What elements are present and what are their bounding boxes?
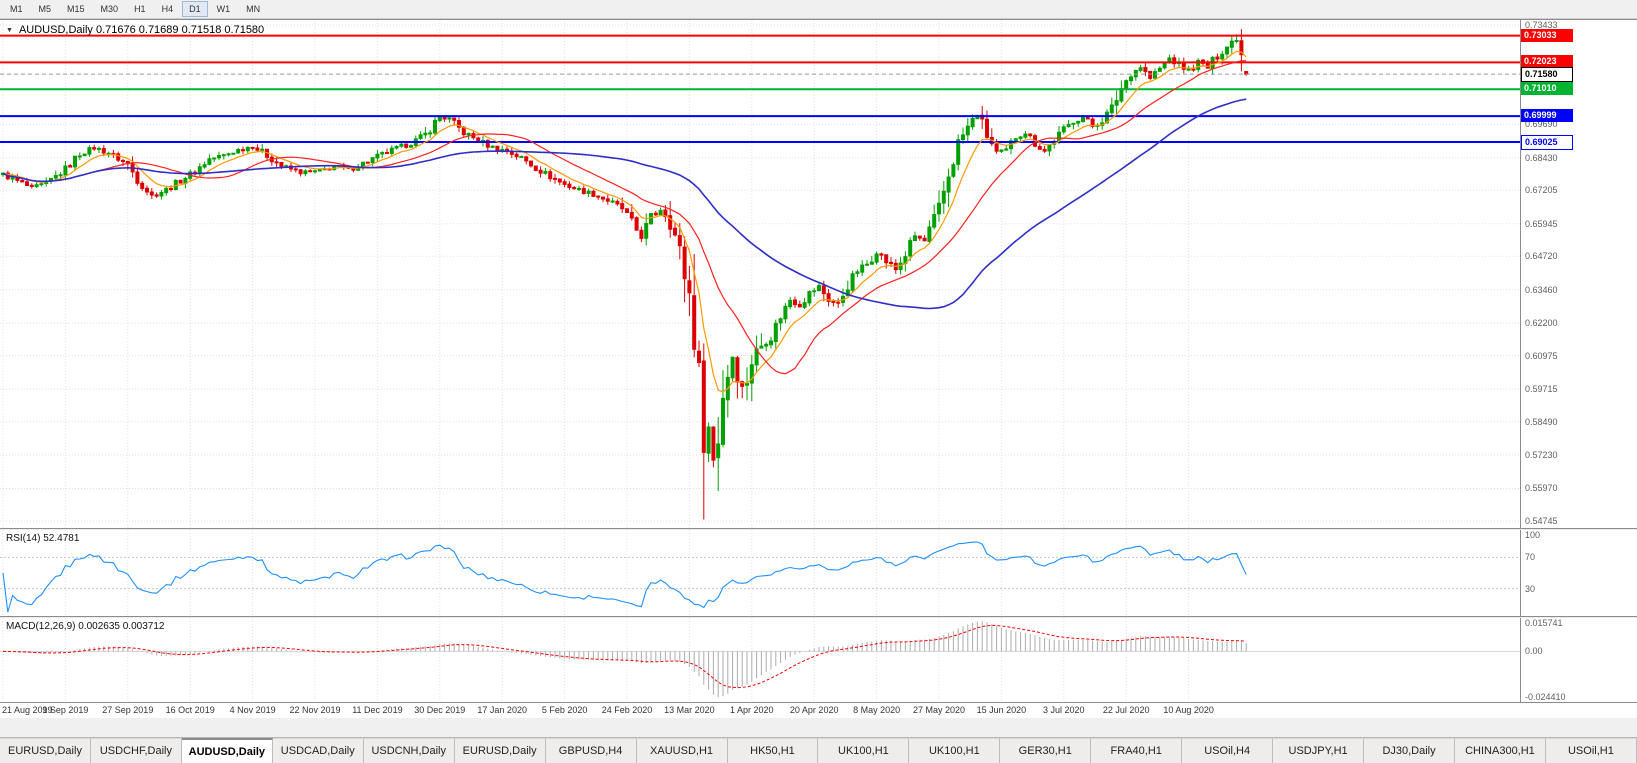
panel-splitter[interactable] (0, 528, 1637, 530)
date-axis[interactable]: 21 Aug 2019 9 Sep 2019 27 Sep 2019 16 Oct 2… (0, 702, 1637, 718)
rsi-axis-label: 100 (1525, 530, 1541, 540)
macd-axis-label: 0.00 (1525, 646, 1543, 657)
rsi-axis[interactable]: 100 70 30 (1520, 530, 1637, 616)
timeframe-button-m1[interactable]: M1 (10, 4, 23, 14)
rsi-label: RSI(14) 52.4781 (6, 533, 80, 544)
timeframe-button-mn[interactable]: MN (246, 4, 261, 14)
date-axis-label: 10 Aug 2020 (1163, 705, 1214, 715)
bottom-spacer (0, 718, 1637, 737)
price-line-label-box: 0.71010 (1521, 82, 1573, 96)
date-axis-label: 15 Jun 2020 (976, 705, 1027, 715)
price-line-label-box: 0.72023 (1521, 55, 1573, 69)
price-line-label-box: 0.69025 (1521, 134, 1573, 150)
macd-label: MACD(12,26,9) 0.002635 0.003712 (6, 621, 165, 632)
date-axis-label: 3 Jul 2020 (1043, 705, 1085, 715)
date-axis-label: 27 Sep 2019 (102, 705, 154, 715)
rsi-axis-label: 70 (1525, 552, 1536, 563)
date-axis-label: 17 Jan 2020 (477, 705, 527, 715)
date-axis-label: 9 Sep 2019 (42, 705, 89, 715)
date-axis-label: 11 Dec 2019 (352, 705, 403, 715)
price-axis-label: 0.55970 (1525, 483, 1558, 494)
rsi-canvas[interactable] (0, 530, 1520, 616)
price-axis[interactable]: 0.73433 0.69690 0.68430 0.67205 0.65945 0.647… (1520, 20, 1637, 528)
current-price-label-box: 0.71580 (1521, 67, 1573, 83)
main-chart-panel: ▼ AUDUSD,Daily 0.71676 0.71689 0.71518 0… (0, 20, 1637, 528)
chart-tab-bar: EURUSD,Daily USDCHF,Daily AUDUSD,Daily USDC… (0, 737, 1637, 763)
date-axis-label: 8 May 2020 (853, 705, 901, 715)
chart-area: ▼ AUDUSD,Daily 0.71676 0.71689 0.71518 0… (0, 19, 1637, 718)
timeframe-button-m5[interactable]: M5 (38, 4, 52, 14)
date-axis-label: 27 May 2020 (912, 705, 966, 715)
chart-tab-audusd-daily[interactable]: AUDUSD,Daily (181, 738, 273, 763)
chart-tab-usdcad-daily[interactable]: USDCAD,Daily (272, 738, 364, 763)
chart-tab-dj30-daily[interactable]: DJ30,Daily (1364, 738, 1455, 763)
macd-panel: MACD(12,26,9) 0.002635 0.003712 0.015741… (0, 618, 1637, 702)
price-axis-label: 0.64720 (1525, 251, 1558, 262)
date-axis-label: 4 Nov 2019 (229, 705, 276, 715)
price-axis-label: 0.69690 (1525, 119, 1558, 130)
chart-tab-usoil-h1[interactable]: USOil,H1 (1545, 738, 1637, 763)
timeframe-button-h4[interactable]: H4 (161, 4, 174, 14)
chart-title: ▼ AUDUSD,Daily 0.71676 0.71689 0.71518 0… (6, 24, 264, 36)
date-axis-label: 21 Aug 2019 (2, 705, 53, 715)
price-axis-label: 0.60975 (1525, 350, 1558, 361)
chart-tab-hk50-h1[interactable]: HK50,H1 (727, 738, 819, 763)
price-axis-label: 0.58490 (1525, 416, 1558, 427)
timeframe-button-w1[interactable]: W1 (216, 4, 231, 14)
panel-splitter[interactable] (0, 616, 1637, 618)
main-chart-canvas[interactable] (0, 20, 1520, 528)
date-axis-label: 5 Feb 2020 (541, 705, 588, 715)
chart-tab-usdcnh-daily[interactable]: USDCNH,Daily (363, 738, 455, 763)
price-line-label-box: 0.73033 (1521, 28, 1573, 42)
timeframe-button-m30[interactable]: M30 (100, 4, 119, 14)
chart-tab-fra40-h1[interactable]: FRA40,H1 (1091, 738, 1183, 763)
macd-axis-label: 0.015741 (1525, 618, 1563, 628)
chart-tab-china300-h1[interactable]: CHINA300,H1 (1455, 738, 1546, 763)
macd-axis-label: -0.024410 (1525, 692, 1566, 702)
date-axis-label: 20 Apr 2020 (789, 705, 839, 715)
price-axis-label: 0.73433 (1525, 19, 1558, 30)
price-axis-label: 0.65945 (1525, 218, 1558, 229)
date-axis-label: 16 Oct 2019 (165, 705, 215, 715)
rsi-panel: RSI(14) 52.4781 100 70 30 (0, 530, 1637, 616)
timeframe-toolbar: M1 M5 M15 M30 H1 H4 D1 W1 MN (0, 0, 1637, 19)
chart-tab-eurusd-daily[interactable]: EURUSD,Daily (0, 738, 91, 763)
date-axis-label: 1 Apr 2020 (730, 705, 774, 715)
chart-tab-ger30-h1[interactable]: GER30,H1 (1000, 738, 1092, 763)
date-axis-label: 22 Nov 2019 (289, 705, 341, 715)
chart-tab-usdchf-daily[interactable]: USDCHF,Daily (90, 738, 182, 763)
chart-title-text: AUDUSD,Daily 0.71676 0.71689 0.71518 0.7… (18, 24, 265, 36)
price-axis-label: 0.57230 (1525, 450, 1558, 460)
chart-tab-uk100-h1[interactable]: UK100,H1 (818, 738, 910, 763)
price-axis-label: 0.67205 (1525, 185, 1558, 196)
price-line-label-box: 0.69999 (1521, 109, 1573, 123)
timeframe-button-d1[interactable]: D1 (182, 1, 208, 17)
price-axis-label: 0.63460 (1525, 284, 1558, 295)
price-axis-label: 0.68430 (1525, 152, 1558, 163)
chart-tab-usdjpy-h1[interactable]: USDJPY,H1 (1273, 738, 1365, 763)
collapse-arrow-icon[interactable]: ▼ (6, 26, 13, 34)
macd-canvas[interactable] (0, 618, 1520, 702)
chart-tab-eurusd-daily[interactable]: EURUSD,Daily (454, 738, 546, 763)
price-axis-label: 0.54745 (1525, 515, 1558, 526)
date-axis-label: 24 Feb 2020 (601, 705, 653, 715)
timeframe-button-m15[interactable]: M15 (67, 4, 85, 14)
date-axis-label: 13 Mar 2020 (664, 705, 715, 715)
rsi-axis-label: 30 (1525, 583, 1536, 594)
price-axis-label: 0.59715 (1525, 384, 1558, 395)
chart-tab-uk100-h1[interactable]: UK100,H1 (909, 738, 1001, 763)
date-axis-label: 30 Dec 2019 (414, 705, 466, 715)
macd-axis[interactable]: 0.015741 0.00 -0.024410 (1520, 618, 1637, 702)
chart-tab-usoil-h4[interactable]: USOil,H4 (1182, 738, 1274, 763)
chart-tab-gbpusd-h4[interactable]: GBPUSD,H4 (545, 738, 637, 763)
price-axis-label: 0.62200 (1525, 318, 1558, 329)
date-axis-label: 22 Jul 2020 (1102, 705, 1150, 715)
timeframe-button-h1[interactable]: H1 (134, 4, 146, 14)
chart-tab-xauusd-h1[interactable]: XAUUSD,H1 (636, 738, 728, 763)
